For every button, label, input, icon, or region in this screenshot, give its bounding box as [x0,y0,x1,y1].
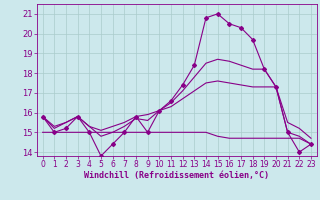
X-axis label: Windchill (Refroidissement éolien,°C): Windchill (Refroidissement éolien,°C) [84,171,269,180]
